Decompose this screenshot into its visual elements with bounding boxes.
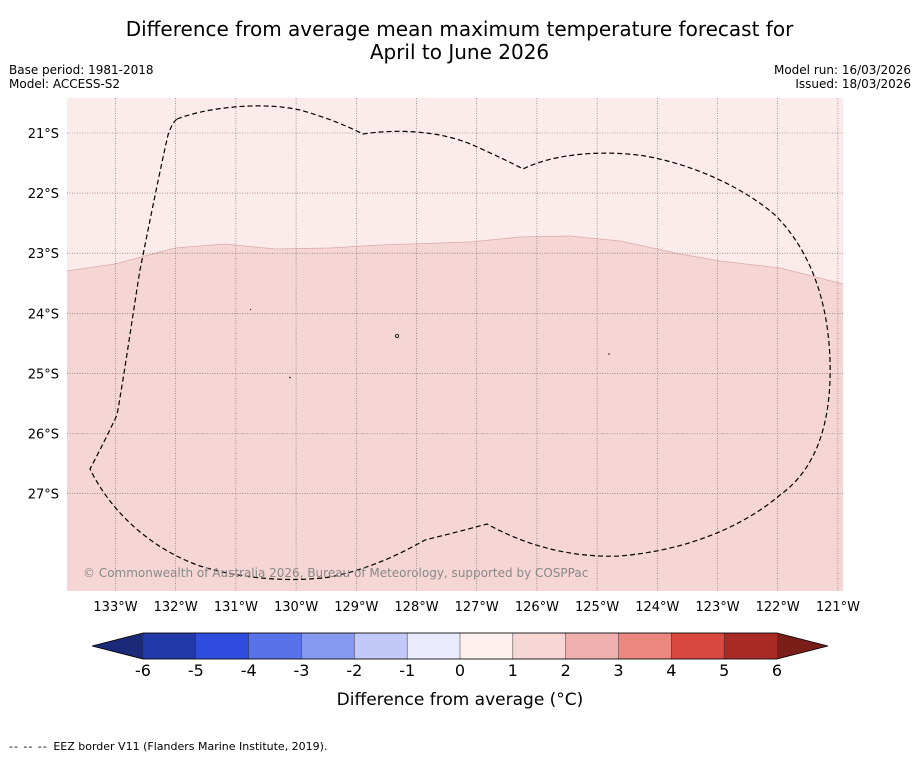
model-name: Model: ACCESS-S2	[9, 77, 121, 91]
latitude-labels: 21°S 22°S 23°S 24°S 25°S 26°S 27°S	[28, 127, 59, 503]
colorbar-tick-label: -2	[346, 661, 362, 680]
model-run: Model run: 16/03/2026	[773, 63, 911, 77]
colorbar-segment	[301, 632, 355, 660]
island-marker	[249, 308, 252, 311]
colorbar-tick-label: 2	[561, 661, 571, 680]
island-markers	[249, 308, 610, 379]
longitude-label: 128°W	[394, 600, 438, 615]
longitude-label: 129°W	[334, 600, 378, 615]
copyright-notice: © Commonwealth of Australia 2026, Bureau…	[83, 566, 588, 580]
colorbar-under-arrow	[92, 633, 143, 659]
colorbar-segment	[195, 632, 250, 660]
longitude-label: 122°W	[756, 600, 800, 615]
issued-date: Issued: 18/03/2026	[795, 77, 911, 91]
longitude-label: 133°W	[93, 600, 137, 615]
colorbar-label: Difference from average (°C)	[337, 690, 584, 710]
colorbar-segment	[565, 632, 620, 660]
eez-border	[89, 105, 831, 581]
colorbar-tick-label: 5	[719, 661, 729, 680]
island-marker	[288, 376, 292, 379]
colorbar-segments	[142, 632, 778, 660]
colorbar-segment	[512, 632, 567, 660]
colorbar-outline	[91, 632, 829, 660]
meta-left: Base period: 1981-2018 Model: ACCESS-S2	[9, 63, 154, 91]
colorbar-tick-label: -5	[188, 661, 204, 680]
colorbar-ticks: -6 -5 -4 -3 -2 -1 0 1 2 3 4 5 6	[135, 661, 782, 680]
graticule	[67, 98, 843, 591]
latitude-label: 25°S	[28, 367, 59, 382]
colorbar-segment	[723, 632, 778, 660]
longitude-label: 123°W	[695, 600, 739, 615]
colorbar-segment	[459, 632, 514, 660]
eez-legend-symbol: -- -- --	[9, 740, 48, 753]
latitude-label: 24°S	[28, 307, 59, 322]
colorbar-tick-label: -1	[399, 661, 415, 680]
longitude-label: 130°W	[274, 600, 318, 615]
colorbar-segment	[248, 632, 303, 660]
colorbar-over-arrow	[777, 633, 828, 659]
colorbar-tick-label: -6	[135, 661, 151, 680]
latitude-label: 26°S	[28, 428, 59, 443]
chart-title: Difference from average mean maximum tem…	[0, 18, 919, 64]
colorbar-tick-label: 6	[772, 661, 782, 680]
island-marker	[394, 333, 399, 338]
meta-right: Model run: 16/03/2026 Issued: 18/03/2026	[774, 63, 911, 91]
latitude-label: 27°S	[28, 488, 59, 503]
colorbar: -6 -5 -4 -3 -2 -1 0 1 2 3 4 5 6 Difference from aver…	[91, 632, 829, 710]
latitude-label: 21°S	[28, 127, 59, 142]
colorbar-segment	[671, 632, 725, 660]
colorbar-tick-label: 4	[666, 661, 676, 680]
colorbar-tick-label: 0	[455, 661, 465, 680]
longitude-label: 126°W	[515, 600, 559, 615]
legend-footer: -- -- -- EEZ border V11 (Flanders Marine…	[9, 740, 327, 753]
eez-legend-text: EEZ border V11 (Flanders Marine Institut…	[53, 740, 328, 753]
colorbar-tick-label: 3	[613, 661, 623, 680]
title-line-2: April to June 2026	[369, 40, 550, 64]
region-1-to-2	[67, 236, 843, 591]
longitude-label: 121°W	[816, 600, 860, 615]
latitude-label: 23°S	[28, 247, 59, 262]
longitude-label: 131°W	[214, 600, 258, 615]
colorbar-tick-label: 1	[508, 661, 518, 680]
colorbar-tick-label: -3	[294, 661, 310, 680]
map-area: © Commonwealth of Australia 2026, Bureau…	[67, 98, 843, 591]
latitude-label: 22°S	[28, 187, 59, 202]
title-line-1: Difference from average mean maximum tem…	[125, 17, 794, 41]
longitude-label: 132°W	[154, 600, 198, 615]
longitude-label: 127°W	[455, 600, 499, 615]
colorbar-segment	[142, 632, 197, 660]
region-boundary-line	[67, 235, 843, 285]
colorbar-segment	[354, 632, 408, 660]
colorbar-segment	[406, 632, 461, 660]
colorbar-segment	[618, 632, 672, 660]
longitude-labels: 133°W 132°W 131°W 130°W 129°W 128°W 127°W 126°W…	[93, 600, 860, 615]
longitude-label: 124°W	[635, 600, 679, 615]
base-period: Base period: 1981-2018	[9, 63, 154, 77]
longitude-label: 125°W	[575, 600, 619, 615]
colorbar-tick-label: -4	[241, 661, 257, 680]
